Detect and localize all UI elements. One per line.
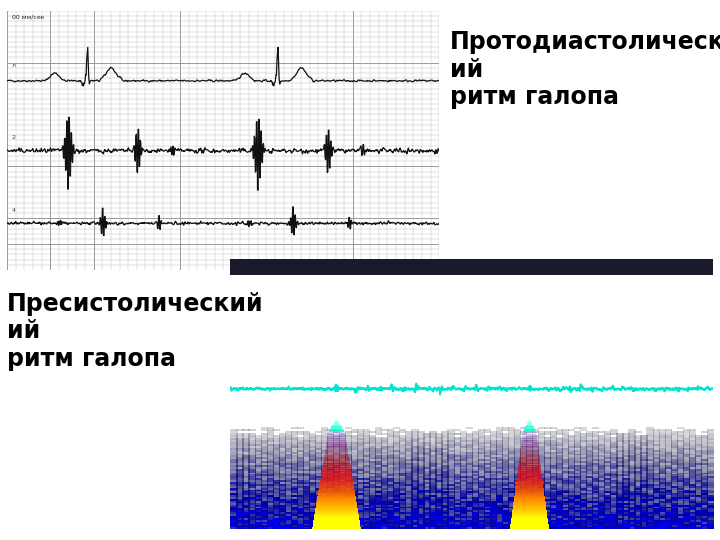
Text: S1: S1 xyxy=(327,279,344,293)
Bar xyxy=(230,259,713,275)
Text: 2: 2 xyxy=(12,135,16,140)
Text: 4: 4 xyxy=(12,208,16,213)
Text: Пресистолический
ий
ритм галопа: Пресистолический ий ритм галопа xyxy=(7,292,264,371)
Text: 00 мм/сек: 00 мм/сек xyxy=(12,15,44,19)
Text: S2: S2 xyxy=(534,279,552,293)
Text: Протодиастолический
ий
ритм галопа: Протодиастолический ий ритм галопа xyxy=(450,30,720,109)
Text: л: л xyxy=(12,63,16,68)
